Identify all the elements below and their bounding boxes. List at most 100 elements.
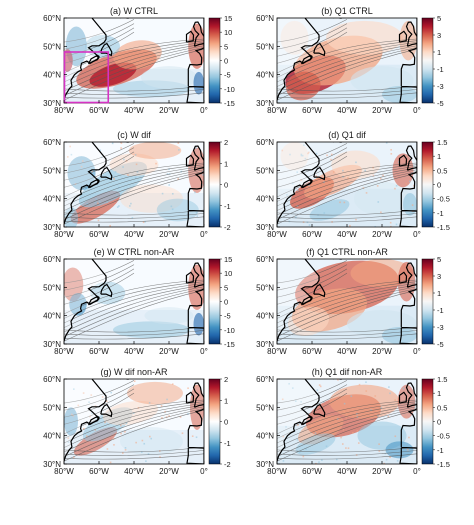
field-blob (350, 259, 414, 288)
lon-tick-label: 80°W (267, 347, 287, 356)
lon-tick-label: 60°W (89, 347, 109, 356)
colorbar: 1.5 1 0.5 0 -0.5 -1 -1.5 (421, 375, 450, 469)
colorbar-tick-label: -0.5 (437, 432, 450, 441)
lon-tick-label: 80°W (54, 467, 74, 476)
colorbar: 5 3 1 -1 -3 -5 (421, 14, 444, 108)
colorbar-tick-label: -2 (224, 223, 231, 232)
lon-tick-label: 80°W (54, 347, 74, 356)
colorbar: 15 10 5 0 -5 -10 -15 (208, 255, 235, 349)
lon-tick-label: 60°W (89, 467, 109, 476)
colorbar-tick-label: 5 (437, 255, 441, 264)
coastlines (277, 379, 417, 464)
lat-tick-label: 60°N (256, 375, 274, 384)
lat-tick-label: 50°N (256, 403, 274, 412)
lat-tick-label: 60°N (256, 255, 274, 264)
colorbar-tick-label: -2 (224, 460, 231, 469)
map-field (64, 259, 204, 344)
colorbar-tick-label: 0 (224, 57, 228, 66)
colorbar-tick-label: 10 (224, 269, 232, 278)
lat-tick-label: 50°N (43, 42, 61, 51)
lon-tick-label: 0° (413, 347, 421, 356)
lon-tick-label: 20°W (372, 347, 392, 356)
lon-tick-label: 80°W (267, 230, 287, 239)
lon-tick-label: 40°W (124, 347, 144, 356)
lat-tick-label: 50°N (43, 283, 61, 292)
field-blob (309, 199, 350, 221)
field-blob (326, 20, 403, 55)
field-blob (144, 307, 194, 325)
colorbar-tick-label: -10 (224, 85, 235, 94)
colorbar: 2 1 0 -1 -2 (208, 375, 231, 469)
colorbar: 5 3 1 -1 -3 -5 (421, 255, 444, 349)
colorbar-tick-label: 3 (437, 272, 441, 281)
lat-tick-label: 30°N (43, 223, 61, 232)
colorbar: 2 1 0 -1 -2 (208, 138, 231, 232)
lat-tick-label: 60°N (43, 14, 61, 23)
coastlines (64, 379, 204, 464)
lat-tick-label: 30°N (256, 460, 274, 469)
field-blob (64, 267, 84, 302)
lon-tick-label: 80°W (54, 106, 74, 115)
colorbar-tick-label: 1 (224, 159, 228, 168)
colorbar-tick-label: -1 (437, 446, 444, 455)
field-blob (331, 150, 381, 179)
map-field (64, 18, 204, 103)
colorbar-tick-label: 1.5 (437, 375, 447, 384)
map-field (64, 379, 204, 464)
colorbar-tick-label: -5 (224, 71, 231, 80)
map-field (277, 18, 417, 103)
lat-tick-label: 60°N (43, 255, 61, 264)
field-blob (128, 142, 182, 159)
field-blob (120, 184, 183, 213)
field-blob (280, 142, 309, 171)
colorbar-tick-label: -1.5 (437, 460, 450, 469)
map-field (64, 142, 204, 227)
lon-tick-label: 20°W (372, 230, 392, 239)
colorbar-tick-label: -3 (437, 82, 444, 91)
colorbar-tick-label: -1.5 (437, 223, 450, 232)
colorbar-tick-label: 0 (224, 418, 228, 427)
colorbar-tick-label: -3 (437, 323, 444, 332)
lat-tick-label: 60°N (256, 138, 274, 147)
colorbar-tick-label: -1 (437, 65, 444, 74)
lat-tick-label: 50°N (256, 42, 274, 51)
lon-tick-label: 80°W (267, 467, 287, 476)
field-blob (113, 40, 162, 70)
panel-a: (a) W CTRL 60°N 50°N 40°N 30°N80°W 60°W 40°W 20… (43, 6, 235, 115)
panel-title: (e) W CTRL non-AR (94, 247, 175, 257)
lon-tick-label: 0° (413, 467, 421, 476)
lat-tick-label: 30°N (256, 340, 274, 349)
lon-tick-label: 0° (200, 347, 208, 356)
coastlines (277, 259, 417, 344)
field-blob (193, 71, 204, 95)
colorbar-tick-label: 1 (224, 396, 228, 405)
colorbar-tick-label: 0 (437, 418, 441, 427)
field-blob (120, 427, 183, 456)
lon-tick-label: 40°W (337, 467, 357, 476)
coastlines (64, 142, 204, 227)
lat-tick-label: 30°N (43, 340, 61, 349)
colorbar-tick-label: 10 (224, 28, 232, 37)
coastlines (64, 18, 204, 103)
colorbar-tick-label: 5 (224, 283, 228, 292)
field-blob (354, 181, 410, 216)
colorbar-tick-label: 5 (224, 42, 228, 51)
lon-tick-label: 80°W (267, 106, 287, 115)
lat-tick-label: 50°N (256, 283, 274, 292)
colorbar: 15 10 5 0 -5 -10 -15 (208, 14, 235, 108)
lon-tick-label: 0° (413, 230, 421, 239)
colorbar-tick-label: 2 (224, 375, 228, 384)
lat-tick-label: 50°N (43, 166, 61, 175)
lat-tick-label: 30°N (43, 460, 61, 469)
field-blob (403, 193, 417, 216)
colorbar-tick-label: 15 (224, 255, 232, 264)
colorbar-tick-label: -15 (224, 340, 235, 349)
colorbar-tick-label: 1 (437, 48, 441, 57)
panel-title: (c) W dif (117, 130, 151, 140)
lon-tick-label: 40°W (337, 230, 357, 239)
map-field (277, 379, 417, 464)
lon-tick-label: 60°W (302, 347, 322, 356)
